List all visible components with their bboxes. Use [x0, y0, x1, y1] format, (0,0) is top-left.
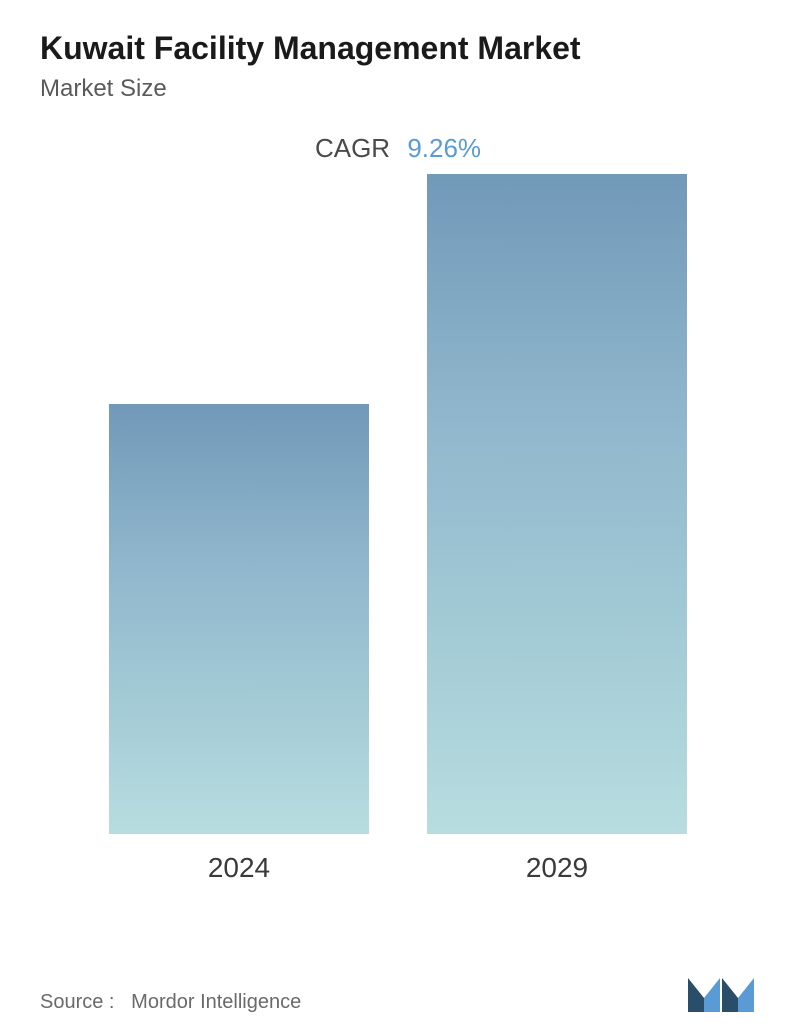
- bar-group-2029: 2029: [417, 174, 697, 884]
- bar-label-2024: 2024: [208, 852, 270, 884]
- bar-2024: [109, 404, 369, 834]
- source-prefix: Source :: [40, 991, 114, 1013]
- source-text: Source : Mordor Intelligence: [40, 991, 301, 1014]
- bar-group-2024: 2024: [99, 404, 379, 884]
- bar-2029: [427, 174, 687, 834]
- chart-subtitle: Market Size: [40, 75, 756, 103]
- company-logo-icon: [686, 970, 756, 1014]
- bar-label-2029: 2029: [526, 852, 588, 884]
- cagr-label: CAGR: [315, 133, 390, 163]
- source-name: Mordor Intelligence: [131, 991, 301, 1013]
- cagr-row: CAGR 9.26%: [40, 133, 756, 164]
- chart-title: Kuwait Facility Management Market: [40, 30, 756, 67]
- chart-area: 2024 2029: [40, 194, 756, 884]
- cagr-value: 9.26%: [407, 133, 481, 163]
- footer: Source : Mordor Intelligence: [40, 970, 756, 1014]
